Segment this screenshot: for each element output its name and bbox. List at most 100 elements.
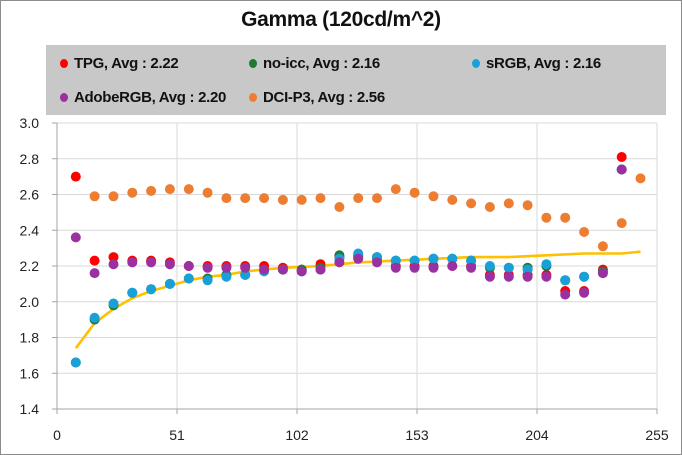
data-point-dci-p3 (372, 193, 382, 204)
data-point-srgb (409, 255, 420, 266)
data-point-dci-p3 (315, 193, 326, 204)
data-point-srgb (522, 264, 533, 275)
x-tick-label: 153 (405, 427, 429, 443)
legend-marker-adobergb (60, 93, 68, 102)
data-point-adobergb (277, 264, 288, 275)
data-point-dci-p3 (616, 218, 627, 229)
legend-label-adobergb: AdobeRGB, Avg : 2.20 (74, 89, 227, 106)
tick-labels: 1.4 1.6 1.8 2.0 2.2 2.4 2.6 2.8 3.0 0 51 102 153 204 2… (20, 115, 669, 443)
data-point-adobergb (447, 261, 458, 271)
data-point-adobergb (108, 259, 119, 270)
data-point-adobergb (597, 268, 608, 279)
data-point-adobergb (70, 232, 81, 243)
legend-item-tpg: TPG, Avg : 2.22 (60, 55, 179, 72)
y-tick-label: 1.6 (20, 365, 40, 381)
data-point-tpg (89, 255, 100, 266)
data-point-srgb (503, 262, 514, 273)
legend-label-tpg: TPG, Avg : 2.22 (74, 55, 179, 72)
y-tick-label: 3.0 (20, 115, 40, 131)
data-point-tpg (616, 152, 627, 162)
data-point-adobergb (484, 271, 495, 282)
y-tick-label: 2.8 (20, 151, 40, 167)
y-tick-label: 2.6 (20, 187, 40, 203)
data-point-dci-p3 (240, 193, 251, 204)
data-point-srgb (221, 271, 232, 282)
data-point-adobergb (183, 261, 194, 271)
data-point-dci-p3 (183, 184, 194, 195)
y-tick-label: 1.8 (20, 330, 40, 346)
data-point-srgb (164, 278, 175, 289)
x-tick-label: 204 (525, 427, 549, 443)
x-tick-label: 255 (645, 427, 669, 443)
y-tick-label: 2.4 (20, 222, 40, 238)
gridlines (57, 122, 658, 409)
data-point-tpg (70, 171, 81, 182)
data-point-dci-p3 (259, 193, 270, 204)
legend-marker-no-icc (249, 59, 257, 68)
data-points (70, 152, 646, 368)
legend-label-dci-p3: DCI-P3, Avg : 2.56 (263, 89, 385, 106)
legend-marker-tpg (60, 59, 68, 68)
y-tick-label: 2.2 (20, 258, 40, 274)
data-point-srgb (428, 253, 439, 264)
data-point-adobergb (372, 257, 382, 268)
data-point-dci-p3 (503, 198, 514, 209)
data-point-dci-p3 (466, 198, 477, 209)
data-point-dci-p3 (296, 194, 307, 205)
data-point-dci-p3 (127, 187, 138, 198)
legend: TPG, Avg : 2.22 no-icc, Avg : 2.16 sRGB,… (46, 45, 666, 115)
data-point-adobergb (579, 287, 590, 298)
data-point-adobergb (428, 262, 439, 273)
data-point-dci-p3 (390, 184, 401, 195)
data-point-dci-p3 (89, 191, 100, 202)
legend-label-srgb: sRGB, Avg : 2.16 (486, 55, 601, 72)
data-point-dci-p3 (277, 194, 288, 205)
data-point-srgb (466, 255, 477, 266)
data-point-srgb (484, 261, 495, 271)
data-point-adobergb (89, 268, 100, 279)
y-tick-label: 1.4 (20, 401, 40, 417)
data-point-adobergb (202, 262, 213, 273)
data-point-adobergb (390, 262, 401, 273)
data-point-dci-p3 (221, 193, 232, 204)
x-tick-label: 0 (53, 427, 61, 443)
data-point-srgb (70, 357, 81, 368)
data-point-adobergb (353, 253, 364, 264)
legend-item-srgb: sRGB, Avg : 2.16 (472, 55, 601, 72)
data-point-srgb (146, 284, 157, 295)
data-point-adobergb (466, 262, 477, 273)
data-point-adobergb (560, 289, 571, 300)
data-point-dci-p3 (108, 191, 119, 202)
data-point-dci-p3 (484, 202, 495, 212)
data-point-dci-p3 (447, 194, 458, 205)
data-point-adobergb (296, 266, 307, 277)
data-point-dci-p3 (541, 212, 552, 223)
data-point-srgb (183, 273, 194, 284)
data-point-adobergb (164, 259, 175, 270)
data-point-adobergb (221, 262, 232, 273)
data-point-adobergb (616, 164, 627, 175)
y-tick-label: 2.0 (20, 294, 40, 310)
data-point-dci-p3 (353, 193, 364, 204)
legend-item-dci-p3: DCI-P3, Avg : 2.56 (249, 89, 385, 106)
data-point-adobergb (240, 262, 251, 273)
data-point-srgb (127, 287, 138, 298)
x-tick-label: 102 (285, 427, 309, 443)
data-point-adobergb (522, 271, 533, 282)
data-point-adobergb (541, 271, 552, 282)
data-point-dci-p3 (409, 187, 420, 198)
data-point-srgb (560, 275, 571, 286)
data-point-adobergb (503, 271, 514, 282)
data-point-adobergb (334, 257, 345, 268)
data-point-dci-p3 (635, 173, 646, 184)
chart-title: Gamma (120cd/m^2) (241, 8, 441, 31)
data-point-dci-p3 (164, 184, 175, 195)
data-point-adobergb (259, 264, 270, 275)
data-point-dci-p3 (146, 185, 157, 196)
legend-marker-dci-p3 (249, 93, 257, 102)
data-point-srgb (202, 275, 213, 286)
data-point-srgb (240, 269, 251, 280)
data-point-dci-p3 (428, 191, 439, 202)
legend-label-no-icc: no-icc, Avg : 2.16 (263, 55, 380, 72)
